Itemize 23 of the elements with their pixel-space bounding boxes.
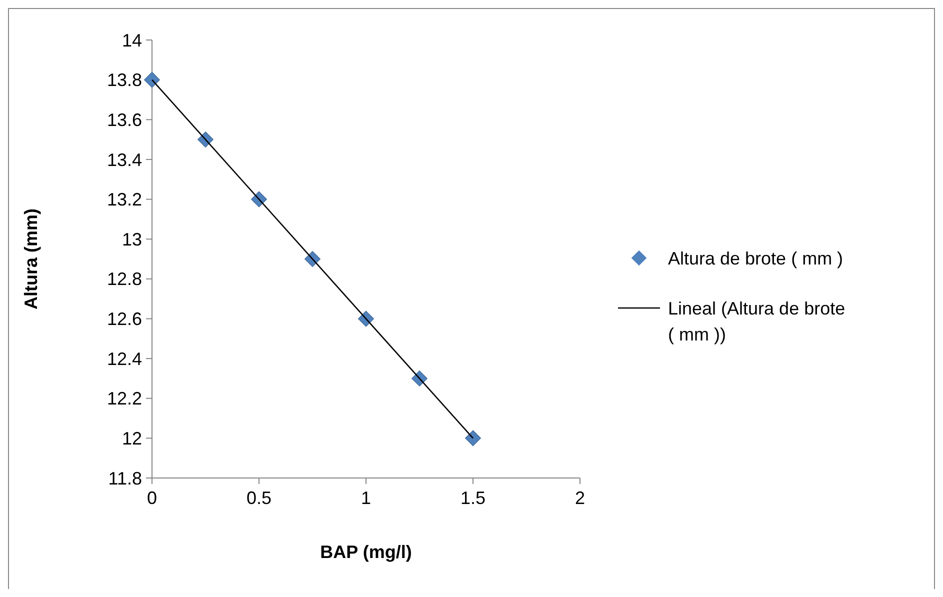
y-axis-title: Altura (mm) [21, 208, 41, 310]
x-tick-label: 0.5 [246, 488, 272, 508]
y-tick-label: 12.6 [106, 309, 142, 330]
y-tick-label: 11.8 [108, 468, 142, 488]
x-tick-label: 0 [146, 488, 158, 508]
x-tick-label: 2 [574, 488, 586, 508]
legend-label: Altura de brote ( mm ) [668, 248, 844, 268]
y-tick-label: 14 [122, 30, 142, 50]
y-tick-label: 13.2 [106, 190, 142, 210]
legend-label: Lineal (Altura de brote ( mm )) [668, 298, 846, 344]
x-tick-label: 1.5 [460, 488, 486, 508]
point [465, 430, 481, 446]
y-tick-label: 13.6 [106, 110, 142, 130]
y-tick-label: 13 [122, 229, 142, 250]
y-tick-label: 12.4 [106, 348, 142, 369]
y-tick-label: 12.8 [106, 269, 142, 290]
y-tick-label: 13.8 [106, 70, 142, 90]
y-tick-label: 12.2 [106, 388, 142, 409]
x-tick-label: 1 [360, 488, 372, 508]
point [144, 72, 160, 88]
y-tick-label: 12 [122, 428, 142, 448]
x-axis-title: BAP (mg/l) [320, 542, 412, 562]
y-tick-label: 13.4 [106, 150, 142, 170]
